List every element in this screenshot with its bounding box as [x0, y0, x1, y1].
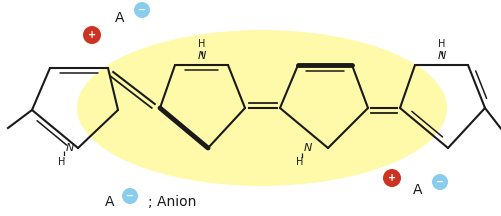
Text: A: A — [105, 195, 115, 209]
Text: +: + — [88, 30, 96, 40]
Text: N: N — [66, 143, 74, 153]
Text: A: A — [115, 11, 125, 25]
Circle shape — [431, 174, 447, 190]
Text: N: N — [197, 51, 205, 61]
Text: H: H — [197, 39, 205, 49]
Text: H: H — [296, 157, 303, 167]
Text: +: + — [387, 173, 395, 183]
Text: A: A — [412, 183, 422, 197]
Text: ; Anion: ; Anion — [148, 195, 196, 209]
Circle shape — [382, 169, 400, 187]
Text: −: − — [126, 191, 134, 201]
Circle shape — [83, 26, 101, 44]
Circle shape — [122, 188, 138, 204]
Text: −: − — [435, 177, 443, 187]
Circle shape — [134, 2, 150, 18]
Text: H: H — [437, 39, 444, 49]
Text: N: N — [436, 51, 445, 61]
Text: N: N — [303, 143, 312, 153]
Text: H: H — [58, 157, 66, 167]
Text: −: − — [138, 5, 146, 15]
Ellipse shape — [77, 30, 446, 186]
